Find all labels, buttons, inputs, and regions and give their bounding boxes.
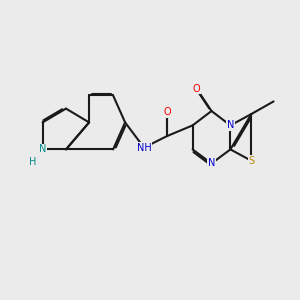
Text: O: O [164,107,171,117]
Text: H: H [29,157,37,167]
Text: N: N [39,144,46,154]
Text: O: O [193,83,200,94]
Text: N: N [208,158,215,169]
Text: S: S [248,156,254,166]
Text: N: N [227,120,234,130]
Text: NH: NH [136,142,152,153]
